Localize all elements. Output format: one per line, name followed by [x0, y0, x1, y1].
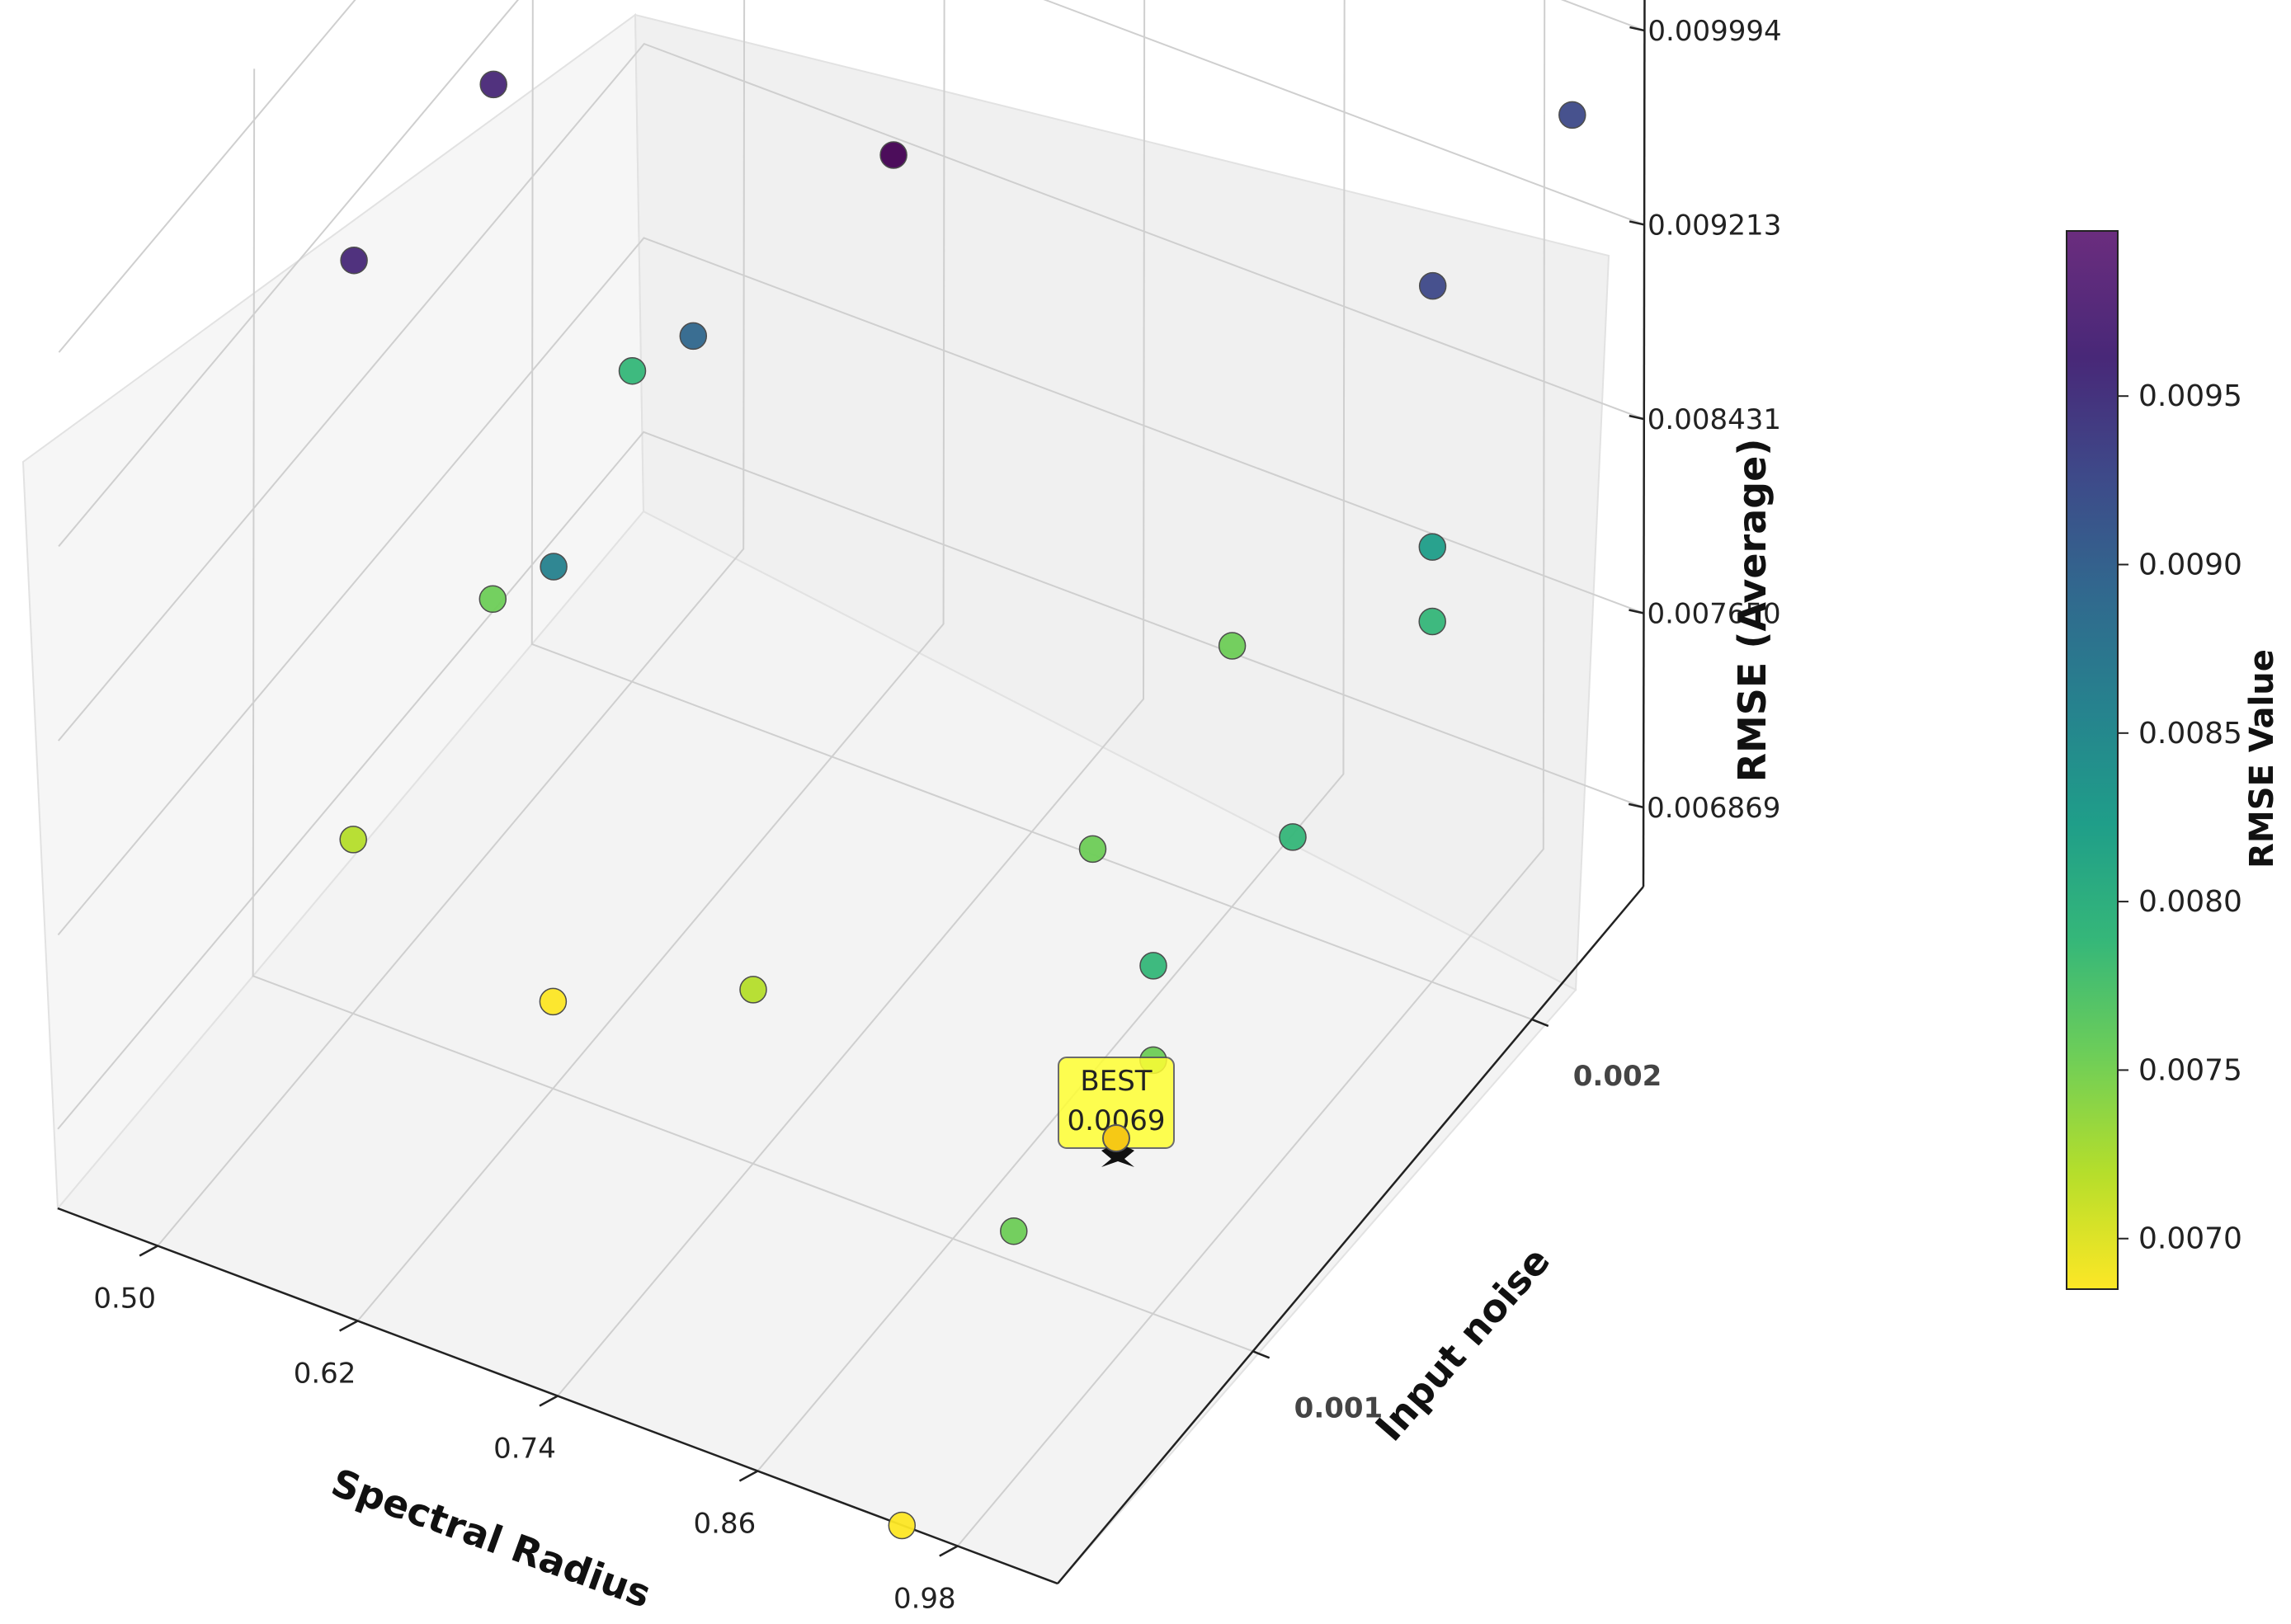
data-point-19	[1418, 271, 1447, 300]
pane-back-wall	[634, 13, 1610, 991]
z-tick-label-1: 0.007650	[1647, 597, 1780, 630]
grid-y-1	[530, 0, 1533, 1020]
data-point-12	[739, 976, 767, 1004]
data-point-18	[1418, 533, 1447, 561]
best-point	[1102, 1124, 1130, 1152]
z-axis-line	[1642, 0, 1646, 887]
x-axis-label: Spectral Radius	[326, 1460, 657, 1617]
x-tick-mark-1	[339, 1320, 359, 1332]
data-point-7	[879, 141, 907, 169]
x-tick-label-3: 0.86	[694, 1508, 757, 1541]
data-point-10	[339, 826, 367, 854]
colorbar-tick-label-2: 0.0080	[2138, 885, 2242, 919]
x-tick-mark-2	[539, 1395, 559, 1407]
colorbar-label: RMSE Value	[2243, 649, 2281, 868]
z-tick-mark-1	[1629, 609, 1644, 614]
grid-z-2	[58, 42, 1645, 741]
z-tick-label-3: 0.009213	[1648, 209, 1781, 242]
colorbar-tick-label-1: 0.0075	[2138, 1053, 2242, 1087]
data-point-4	[679, 322, 708, 351]
colorbar-ticks: 0.0070 0.0075 0.0080 0.0085 0.0090 0.0095	[2118, 379, 2242, 1256]
data-point-11	[539, 987, 568, 1016]
y-axis-label: Input noise	[1367, 1239, 1558, 1450]
y-tick-label-1: 0.002	[1573, 1060, 1662, 1093]
data-point-8	[618, 356, 647, 385]
y-tick-mark-0	[1252, 1350, 1270, 1359]
z-tick-mark-4	[1629, 26, 1645, 32]
colorbar-tick-label-0: 0.0070	[2138, 1222, 2242, 1256]
z-tick-mark-2	[1629, 414, 1645, 421]
x-tick-mark-4	[939, 1545, 959, 1557]
grid-y-0	[252, 68, 1254, 1353]
z-tick-mark-0	[1628, 803, 1644, 809]
z-tick-label-2: 0.008431	[1648, 403, 1781, 436]
colorbar-tick-label-3: 0.0085	[2138, 717, 2242, 751]
colorbar-tick-label-5: 0.0095	[2138, 379, 2242, 413]
colorbar-gradient	[2066, 230, 2119, 1290]
best-annotation: BEST 0.0069	[1058, 1057, 1175, 1167]
y-tick-mark-1	[1531, 1018, 1549, 1028]
data-point-24	[888, 1511, 917, 1540]
x-tick-label-2: 0.74	[493, 1433, 556, 1466]
data-point-5	[540, 553, 568, 581]
x-tick-label-1: 0.62	[294, 1358, 356, 1391]
best-label: BEST	[1080, 1065, 1152, 1098]
data-point-14	[1218, 632, 1247, 660]
z-axis-label: RMSE (Average)	[1730, 439, 1775, 783]
grid-z-3	[58, 0, 1645, 548]
data-point-15	[1418, 607, 1446, 636]
y-axis-line	[1057, 886, 1644, 1584]
x-tick-mark-0	[139, 1245, 158, 1257]
data-point-13	[1078, 835, 1107, 864]
data-point-22	[1139, 952, 1167, 980]
grid-lines	[57, 0, 1645, 1547]
grid-z-4	[58, 0, 1645, 353]
data-point-23	[1000, 1217, 1028, 1245]
z-tick-label-4: 0.009994	[1648, 15, 1781, 48]
x-tick-label-0: 0.50	[93, 1283, 156, 1316]
x-tick-mark-3	[738, 1470, 758, 1482]
x-tick-label-4: 0.98	[893, 1583, 956, 1616]
data-point-20	[1558, 101, 1586, 129]
data-point-16	[1279, 823, 1307, 851]
z-tick-label-0: 0.006869	[1647, 792, 1780, 825]
data-point-9	[478, 585, 507, 614]
data-point-1	[479, 70, 507, 99]
grid-z-1	[57, 237, 1644, 936]
data-point-2	[340, 246, 368, 275]
colorbar: 0.0070 0.0075 0.0080 0.0085 0.0090 0.0095 RMS…	[2066, 230, 2281, 1290]
grid-z-0	[57, 431, 1644, 1130]
colorbar-tick-label-4: 0.0090	[2138, 548, 2242, 582]
y-tick-label-0: 0.001	[1294, 1391, 1384, 1424]
z-tick-mark-3	[1629, 220, 1645, 226]
